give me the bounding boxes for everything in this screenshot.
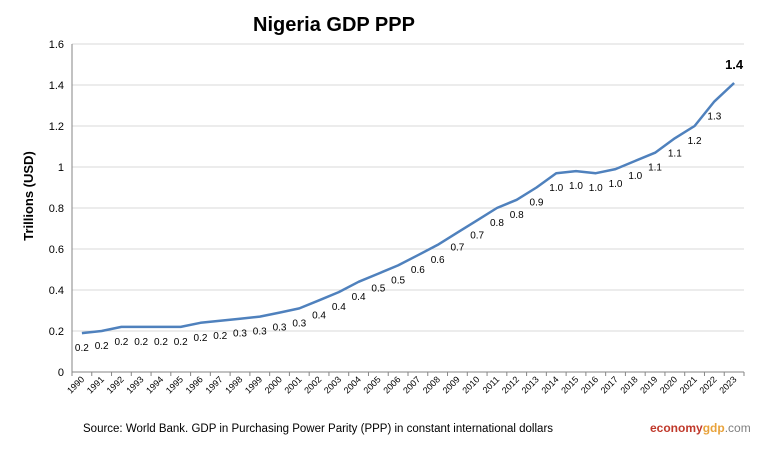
data-label: 1.1 xyxy=(668,148,682,159)
x-tick-label: 2002 xyxy=(302,374,323,395)
x-tick-label: 2023 xyxy=(717,374,738,395)
y-tick-label: 1.4 xyxy=(49,80,64,92)
x-tick-label: 1990 xyxy=(65,374,86,395)
data-label: 1.3 xyxy=(707,111,721,122)
data-label: 0.7 xyxy=(470,230,484,241)
data-label: 0.3 xyxy=(273,323,287,334)
x-tick-label: 2001 xyxy=(282,374,303,395)
x-tick-label: 1991 xyxy=(85,374,106,395)
x-tick-label: 2017 xyxy=(599,374,620,395)
y-tick-labels: 0 0.2 0.4 0.6 0.8 1 1.2 1.4 1.6 xyxy=(49,39,64,379)
x-tick-label: 2012 xyxy=(500,374,521,395)
x-tick-label: 2008 xyxy=(421,374,442,395)
axes xyxy=(71,44,745,376)
y-tick-label: 0.8 xyxy=(49,203,64,215)
brand-part-2: gdp xyxy=(702,421,725,435)
data-label: 0.9 xyxy=(530,198,544,209)
data-label: 0.5 xyxy=(391,275,405,286)
x-tick-label: 1999 xyxy=(243,374,264,395)
x-tick-label: 2014 xyxy=(539,374,560,395)
data-label: 0.2 xyxy=(114,337,128,348)
data-label: 0.2 xyxy=(194,333,208,344)
x-tick-label: 2005 xyxy=(362,374,383,395)
data-label: 0.3 xyxy=(253,327,267,338)
data-label: 0.2 xyxy=(95,341,109,352)
data-label: 0.6 xyxy=(411,265,425,276)
data-label: 1.0 xyxy=(569,181,583,192)
brand-part-3: .com xyxy=(724,421,751,435)
x-tick-label: 1996 xyxy=(184,374,205,395)
data-label: 1.0 xyxy=(628,171,642,182)
data-label: 0.4 xyxy=(312,310,326,321)
x-tick-label: 1994 xyxy=(144,374,165,395)
x-tick-label: 2022 xyxy=(698,374,719,395)
brand-part-1: economy xyxy=(650,421,703,435)
x-tick-label: 2006 xyxy=(381,374,402,395)
x-tick-label: 2021 xyxy=(678,374,699,395)
data-label: 0.5 xyxy=(371,284,385,295)
data-label: 0.8 xyxy=(510,210,524,221)
x-tick-labels: 1990199119921993199419951996199719981999… xyxy=(65,374,738,395)
data-label: 0.2 xyxy=(134,337,148,348)
gridlines xyxy=(72,43,744,332)
x-tick-label: 2020 xyxy=(658,374,679,395)
x-tick-label: 2004 xyxy=(342,374,363,395)
data-label: 1.0 xyxy=(589,183,603,194)
data-label: 0.2 xyxy=(75,343,89,354)
x-tick-label: 2016 xyxy=(579,374,600,395)
x-tick-label: 2003 xyxy=(322,374,343,395)
x-tick-label: 2019 xyxy=(638,374,659,395)
data-label: 0.2 xyxy=(213,331,227,342)
x-tick-label: 1995 xyxy=(164,374,185,395)
x-tick-label: 2010 xyxy=(460,374,481,395)
x-tick-label: 2000 xyxy=(263,374,284,395)
x-tick-label: 1998 xyxy=(223,374,244,395)
data-label: 1.0 xyxy=(549,183,563,194)
data-label: 1.2 xyxy=(688,136,702,147)
x-tick-label: 2013 xyxy=(520,374,541,395)
data-label: 0.3 xyxy=(292,318,306,329)
data-label: 0.7 xyxy=(450,243,464,254)
y-tick-label: 1.2 xyxy=(49,121,64,133)
x-tick-label: 1992 xyxy=(105,374,126,395)
y-tick-label: 0.2 xyxy=(49,326,64,338)
y-tick-label: 0.4 xyxy=(49,285,64,297)
y-axis-label: Trillions (USD) xyxy=(21,151,36,241)
x-tick-label: 2015 xyxy=(559,374,580,395)
y-tick-label: 0 xyxy=(58,367,64,379)
data-label: 0.2 xyxy=(174,337,188,348)
brand-logo[interactable]: economygdp.com xyxy=(650,421,751,435)
x-tick-label: 2011 xyxy=(481,374,502,395)
series-line-path xyxy=(81,82,735,335)
y-tick-label: 0.6 xyxy=(49,244,64,256)
data-label: 0.8 xyxy=(490,218,504,229)
data-labels: 0.2 0.2 0.2 0.2 0.2 0.2 0.2 0.2 0.3 0.3 0.3 0.3 0.4 0… xyxy=(75,57,744,354)
data-label: 1.0 xyxy=(609,179,623,190)
data-label: 0.2 xyxy=(154,337,168,348)
x-tick-label: 2009 xyxy=(441,374,462,395)
y-tick-label: 1.6 xyxy=(49,39,64,51)
series-line xyxy=(81,82,735,335)
x-tick-label: 1993 xyxy=(124,374,145,395)
data-label: 0.6 xyxy=(431,255,445,266)
data-label: 1.1 xyxy=(648,163,662,174)
data-label: 0.4 xyxy=(332,302,346,313)
chart-title: Nigeria GDP PPP xyxy=(253,14,415,36)
y-tick-label: 1 xyxy=(58,162,64,174)
data-label: 0.3 xyxy=(233,329,247,340)
data-label: 0.4 xyxy=(352,292,366,303)
source-note: Source: World Bank. GDP in Purchasing Po… xyxy=(83,423,554,435)
x-tick-label: 1997 xyxy=(203,374,224,395)
data-label: 1.4 xyxy=(725,57,744,72)
x-tick-label: 2007 xyxy=(401,374,422,395)
x-tick-label: 2018 xyxy=(618,374,639,395)
